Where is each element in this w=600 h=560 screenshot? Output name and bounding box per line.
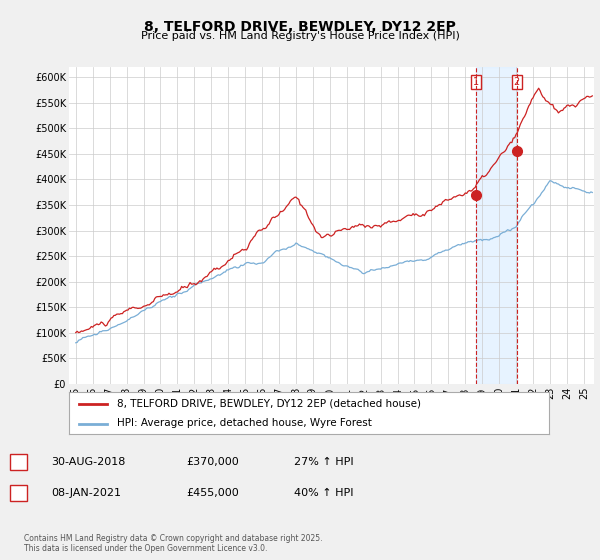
Text: 30-AUG-2018: 30-AUG-2018 xyxy=(51,457,125,467)
Text: 1: 1 xyxy=(14,457,22,467)
Text: £370,000: £370,000 xyxy=(186,457,239,467)
Text: HPI: Average price, detached house, Wyre Forest: HPI: Average price, detached house, Wyre… xyxy=(117,418,372,428)
Text: 1: 1 xyxy=(473,77,479,87)
Bar xyxy=(476,67,517,384)
Text: Contains HM Land Registry data © Crown copyright and database right 2025.
This d: Contains HM Land Registry data © Crown c… xyxy=(24,534,323,553)
Text: 08-JAN-2021: 08-JAN-2021 xyxy=(51,488,121,498)
Text: 8, TELFORD DRIVE, BEWDLEY, DY12 2EP (detached house): 8, TELFORD DRIVE, BEWDLEY, DY12 2EP (det… xyxy=(117,399,421,409)
Text: 40% ↑ HPI: 40% ↑ HPI xyxy=(294,488,353,498)
Text: 2: 2 xyxy=(14,488,22,498)
Text: £455,000: £455,000 xyxy=(186,488,239,498)
Text: Price paid vs. HM Land Registry's House Price Index (HPI): Price paid vs. HM Land Registry's House … xyxy=(140,31,460,41)
Text: 27% ↑ HPI: 27% ↑ HPI xyxy=(294,457,353,467)
Text: 2: 2 xyxy=(514,77,520,87)
Text: 8, TELFORD DRIVE, BEWDLEY, DY12 2EP: 8, TELFORD DRIVE, BEWDLEY, DY12 2EP xyxy=(144,20,456,34)
